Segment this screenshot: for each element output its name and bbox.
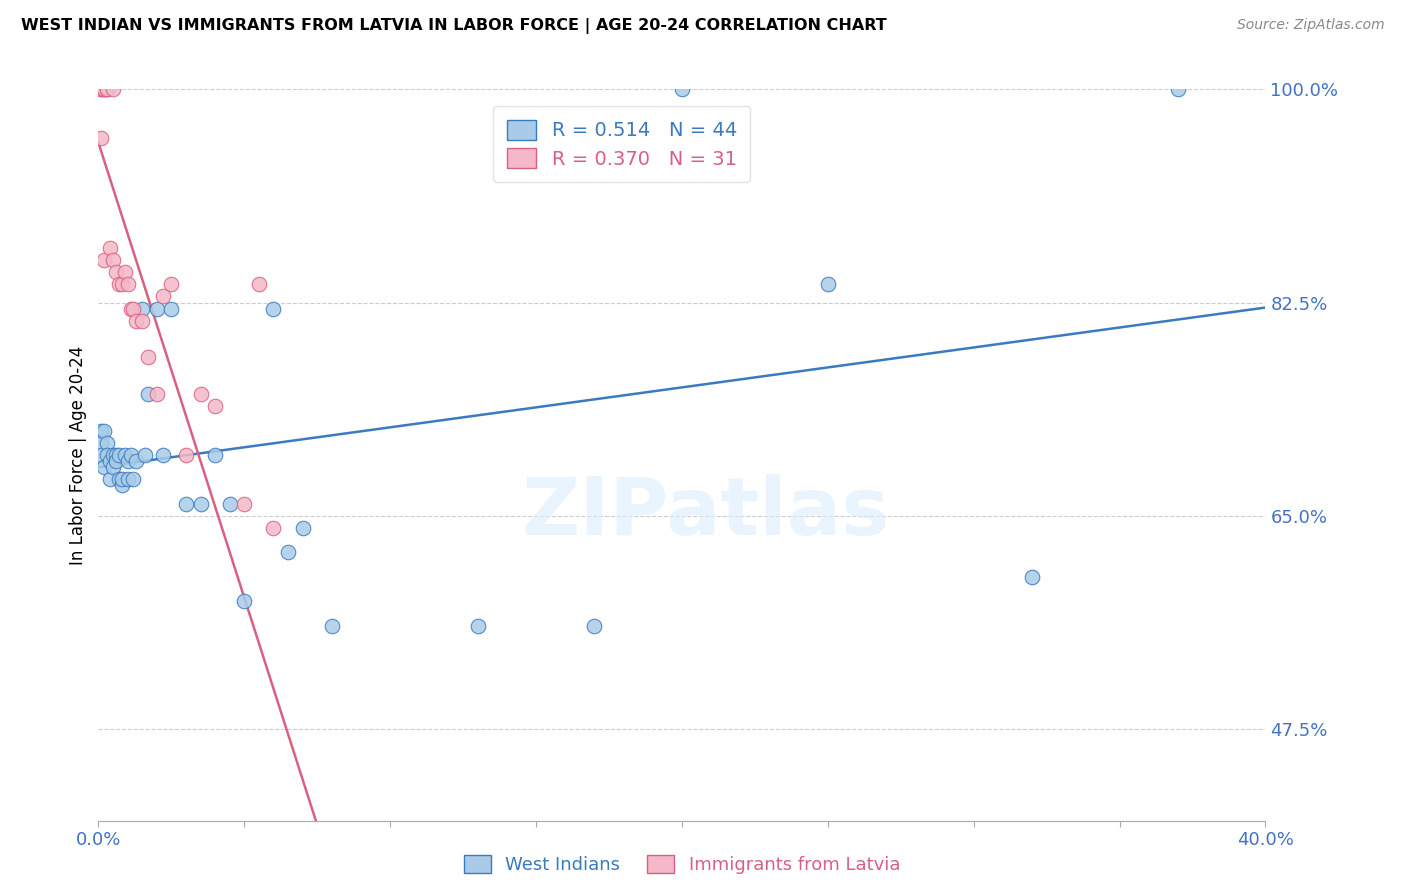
Y-axis label: In Labor Force | Age 20-24: In Labor Force | Age 20-24	[69, 345, 87, 565]
Point	[122, 472, 145, 486]
Point	[101, 82, 124, 96]
Point	[671, 82, 693, 96]
Point	[262, 301, 284, 316]
Point	[90, 131, 112, 145]
Point	[108, 472, 131, 486]
Text: Source: ZipAtlas.com: Source: ZipAtlas.com	[1237, 18, 1385, 32]
Point	[131, 301, 153, 316]
Point	[114, 265, 136, 279]
Point	[136, 387, 159, 401]
Point	[104, 265, 127, 279]
Point	[117, 454, 139, 468]
Point	[125, 454, 148, 468]
Point	[817, 277, 839, 292]
Point	[93, 82, 115, 96]
Point	[174, 448, 197, 462]
Point	[90, 424, 112, 438]
Point	[160, 277, 183, 292]
Point	[104, 448, 127, 462]
Point	[93, 460, 115, 475]
Point	[233, 594, 256, 608]
Point	[96, 435, 118, 450]
Point	[90, 448, 112, 462]
Point	[122, 301, 145, 316]
Point	[98, 241, 121, 255]
Point	[114, 448, 136, 462]
Point	[146, 301, 169, 316]
Point	[98, 472, 121, 486]
Point	[90, 435, 112, 450]
Point	[93, 252, 115, 267]
Point	[190, 497, 212, 511]
Point	[277, 545, 299, 559]
Point	[96, 82, 118, 96]
Point	[134, 448, 156, 462]
Point	[101, 252, 124, 267]
Point	[190, 387, 212, 401]
Point	[1167, 82, 1189, 96]
Point	[218, 497, 240, 511]
Point	[117, 277, 139, 292]
Point	[96, 82, 118, 96]
Point	[131, 314, 153, 328]
Text: ZIPatlas: ZIPatlas	[522, 475, 890, 552]
Point	[136, 351, 159, 365]
Point	[104, 454, 127, 468]
Point	[90, 82, 112, 96]
Point	[125, 314, 148, 328]
Point	[117, 472, 139, 486]
Point	[111, 277, 134, 292]
Point	[96, 448, 118, 462]
Point	[93, 424, 115, 438]
Point	[321, 618, 343, 632]
Point	[152, 448, 174, 462]
Point	[90, 82, 112, 96]
Point	[174, 497, 197, 511]
Point	[160, 301, 183, 316]
Point	[247, 277, 270, 292]
Point	[101, 460, 124, 475]
Point	[204, 448, 226, 462]
Point	[262, 521, 284, 535]
Point	[1021, 570, 1043, 584]
Point	[108, 277, 131, 292]
Point	[583, 618, 606, 632]
Point	[108, 448, 131, 462]
Point	[467, 618, 489, 632]
Text: WEST INDIAN VS IMMIGRANTS FROM LATVIA IN LABOR FORCE | AGE 20-24 CORRELATION CHA: WEST INDIAN VS IMMIGRANTS FROM LATVIA IN…	[21, 18, 887, 34]
Legend: West Indians, Immigrants from Latvia: West Indians, Immigrants from Latvia	[457, 847, 907, 881]
Point	[111, 472, 134, 486]
Point	[233, 497, 256, 511]
Point	[152, 289, 174, 303]
Point	[146, 387, 169, 401]
Point	[120, 448, 142, 462]
Point	[204, 399, 226, 413]
Point	[93, 82, 115, 96]
Point	[291, 521, 314, 535]
Point	[101, 448, 124, 462]
Point	[111, 478, 134, 492]
Point	[98, 454, 121, 468]
Point	[120, 301, 142, 316]
